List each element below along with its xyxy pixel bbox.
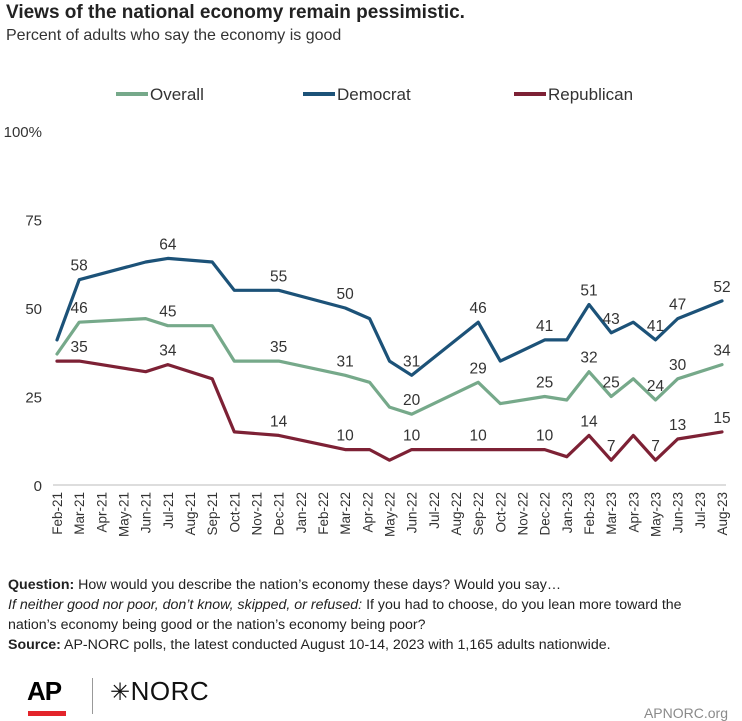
x-tick-label: Mar-23 — [604, 492, 619, 535]
x-tick-label: May-21 — [117, 492, 132, 537]
data-label: 35 — [71, 339, 88, 356]
data-label: 46 — [71, 300, 88, 317]
x-tick-label: Jul-23 — [693, 492, 708, 529]
data-label: 7 — [651, 438, 660, 455]
chart-title: Views of the national economy remain pes… — [6, 2, 465, 23]
data-label: 31 — [337, 353, 354, 370]
data-label: 7 — [607, 438, 616, 455]
x-tick-label: Aug-21 — [183, 492, 198, 536]
data-label: 29 — [470, 360, 487, 377]
x-tick-label: Jan-22 — [294, 492, 309, 533]
x-tick-label: Feb-23 — [582, 492, 597, 535]
x-tick-label: Nov-22 — [516, 492, 531, 536]
data-label: 24 — [647, 378, 665, 395]
line-chart: 0 25 50 75 100% Feb-21 Mar-21 Apr-21 May-21 Jun-2… — [4, 85, 731, 537]
data-label: 41 — [536, 318, 553, 335]
x-tick-label: Jul-22 — [427, 492, 442, 529]
data-label: 46 — [470, 300, 487, 317]
legend-label: Republican — [548, 85, 633, 104]
x-tick-label: Jun-21 — [139, 492, 154, 533]
x-tick-label: Jul-21 — [161, 492, 176, 529]
logo-divider — [92, 678, 93, 714]
data-label: 58 — [71, 258, 88, 275]
data-label: 31 — [403, 353, 420, 370]
data-label: 25 — [603, 375, 620, 392]
x-tick-label: Apr-22 — [360, 492, 375, 533]
data-label: 10 — [470, 428, 488, 445]
data-label: 64 — [159, 236, 177, 253]
source-note: Source: AP-NORC polls, the latest conduc… — [8, 637, 611, 653]
website-link[interactable]: APNORC.org — [643, 705, 728, 721]
y-tick-label: 75 — [25, 213, 42, 230]
series-line — [55, 317, 724, 416]
data-label: 35 — [270, 339, 287, 356]
question-note: Question: How would you describe the nat… — [8, 577, 562, 593]
data-label: 10 — [337, 428, 355, 445]
norc-star-icon: ✳ — [110, 679, 131, 706]
x-tick-label: May-22 — [383, 492, 398, 537]
series-line — [55, 359, 724, 462]
followup-note: If neither good nor poor, don’t know, sk… — [8, 597, 682, 633]
data-label: 34 — [159, 343, 177, 360]
data-label: 34 — [713, 343, 731, 360]
data-label: 52 — [713, 279, 730, 296]
x-tick-label: Dec-22 — [538, 492, 553, 536]
data-label: 51 — [580, 282, 597, 299]
x-tick-label: Sep-22 — [471, 492, 486, 536]
x-tick-label: Feb-22 — [316, 492, 331, 535]
x-tick-label: Nov-21 — [250, 492, 265, 536]
data-label: 30 — [669, 357, 687, 374]
x-tick-label: Apr-21 — [94, 492, 109, 533]
data-label: 47 — [669, 297, 686, 314]
x-tick-label: Oct-22 — [493, 492, 508, 533]
data-label: 14 — [580, 413, 598, 430]
y-tick-label: 50 — [25, 301, 42, 318]
x-tick-label: Jun-23 — [671, 492, 686, 533]
ap-logo: AP — [27, 676, 62, 706]
x-tick-label: Apr-23 — [626, 492, 641, 533]
data-label: 55 — [270, 268, 287, 285]
norc-logo: ✳NORC — [110, 676, 210, 706]
x-tick-label: Aug-23 — [715, 492, 730, 536]
legend-label: Overall — [150, 85, 204, 104]
x-tick-label: Oct-21 — [227, 492, 242, 533]
series-line — [55, 256, 724, 377]
x-tick-label: Mar-21 — [72, 492, 87, 535]
data-label: 50 — [337, 286, 355, 303]
data-label: 41 — [647, 318, 664, 335]
data-label: 15 — [713, 410, 730, 427]
data-label: 13 — [669, 417, 686, 434]
data-label: 14 — [270, 413, 288, 430]
ap-logo-bar — [28, 711, 66, 716]
data-label: 43 — [603, 311, 620, 328]
data-label: 10 — [403, 428, 421, 445]
y-tick-label: 0 — [34, 478, 42, 495]
footer: AP ✳NORC APNORC.org — [0, 670, 742, 721]
data-label: 32 — [580, 350, 597, 367]
legend-label: Democrat — [337, 85, 411, 104]
data-label: 25 — [536, 375, 553, 392]
y-tick-label: 100% — [4, 124, 42, 141]
data-label: 45 — [159, 304, 176, 321]
chart-notes: Question: How would you describe the nat… — [8, 575, 733, 655]
x-tick-label: May-23 — [649, 492, 664, 537]
x-tick-label: Dec-21 — [272, 492, 287, 536]
data-label: 20 — [403, 392, 421, 409]
x-tick-label: Sep-21 — [205, 492, 220, 536]
x-tick-label: Jan-23 — [560, 492, 575, 533]
x-tick-label: Aug-22 — [449, 492, 464, 536]
x-tick-label: Mar-22 — [338, 492, 353, 535]
data-label: 10 — [536, 428, 554, 445]
y-tick-label: 25 — [25, 390, 42, 407]
x-tick-label: Feb-21 — [50, 492, 65, 535]
x-tick-label: Jun-22 — [405, 492, 420, 533]
chart-subtitle: Percent of adults who say the economy is… — [6, 27, 342, 44]
